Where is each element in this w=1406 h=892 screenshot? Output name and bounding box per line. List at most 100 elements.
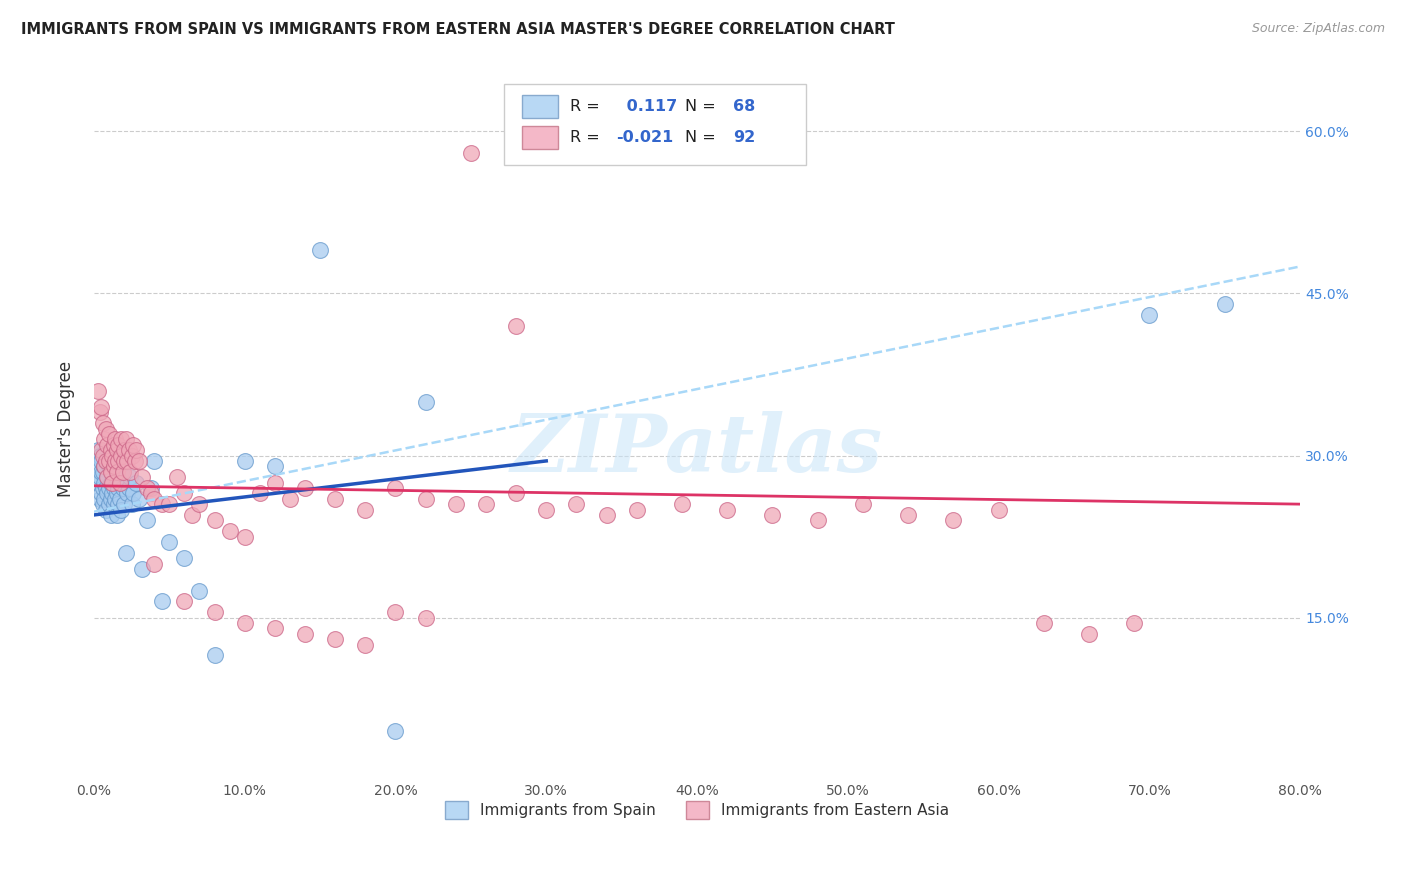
Point [249,486,271,500]
Point [91,449,114,463]
Point [122,486,145,500]
Point [121,449,143,463]
Point [354,502,377,516]
Point [143,454,166,468]
Point [103,438,125,452]
Point [204,513,226,527]
Point [105,508,128,522]
Point [90,443,112,458]
Text: N =: N = [685,130,716,145]
Point [108,491,131,506]
Point [89,491,111,506]
Point [1137,308,1160,322]
Point [100,491,122,506]
Point [233,615,256,630]
Point [98,454,121,468]
FancyBboxPatch shape [522,126,558,149]
Point [1032,615,1054,630]
Point [104,459,127,474]
Point [173,486,195,500]
Point [101,475,124,490]
Point [94,502,117,516]
Point [86,459,108,474]
Point [263,459,285,474]
Point [150,497,173,511]
Point [103,459,125,474]
Point [93,459,115,474]
Point [897,508,920,522]
Point [96,470,118,484]
Point [761,508,783,522]
Point [309,244,332,258]
Point [233,530,256,544]
Legend: Immigrants from Spain, Immigrants from Eastern Asia: Immigrants from Spain, Immigrants from E… [439,795,956,824]
Y-axis label: Master's Degree: Master's Degree [58,360,75,497]
Point [94,454,117,468]
Point [87,443,110,458]
Point [103,497,125,511]
Point [157,535,180,549]
Point [91,481,114,495]
Point [278,491,301,506]
Point [93,491,115,506]
Point [157,497,180,511]
Point [89,405,111,419]
Point [626,502,648,516]
Point [166,470,188,484]
Point [125,443,148,458]
Point [120,465,142,479]
Text: 92: 92 [733,130,755,145]
Point [595,508,617,522]
Point [384,481,406,495]
Point [1213,297,1236,311]
Point [121,497,143,511]
Point [384,724,406,739]
Text: IMMIGRANTS FROM SPAIN VS IMMIGRANTS FROM EASTERN ASIA MASTER'S DEGREE CORRELATIO: IMMIGRANTS FROM SPAIN VS IMMIGRANTS FROM… [21,22,896,37]
Point [323,632,346,647]
Point [263,621,285,635]
Point [124,454,146,468]
Text: ZIPatlas: ZIPatlas [510,411,883,488]
Point [114,546,136,560]
Point [107,438,129,452]
Point [384,605,406,619]
Point [354,638,377,652]
Text: Source: ZipAtlas.com: Source: ZipAtlas.com [1251,22,1385,36]
Point [852,497,875,511]
Point [100,475,122,490]
Point [110,449,132,463]
Point [117,443,139,458]
Point [117,481,139,495]
Point [104,491,127,506]
Point [120,470,142,484]
Point [671,497,693,511]
Point [204,648,226,663]
Point [505,486,527,500]
Point [105,443,128,458]
Point [128,491,150,506]
Point [204,605,226,619]
Point [87,475,110,490]
Point [112,454,135,468]
Point [143,491,166,506]
Point [98,426,121,441]
Text: -0.021: -0.021 [616,130,673,145]
Point [188,497,211,511]
Point [110,502,132,516]
Point [98,459,121,474]
Point [128,454,150,468]
Point [89,449,111,463]
Point [105,465,128,479]
Point [100,465,122,479]
Point [716,502,738,516]
Point [93,475,115,490]
Point [135,513,157,527]
Point [150,594,173,608]
Point [93,459,115,474]
Point [188,583,211,598]
Point [112,454,135,468]
Point [131,562,153,576]
Point [141,486,163,500]
Point [115,486,138,500]
FancyBboxPatch shape [522,95,558,118]
